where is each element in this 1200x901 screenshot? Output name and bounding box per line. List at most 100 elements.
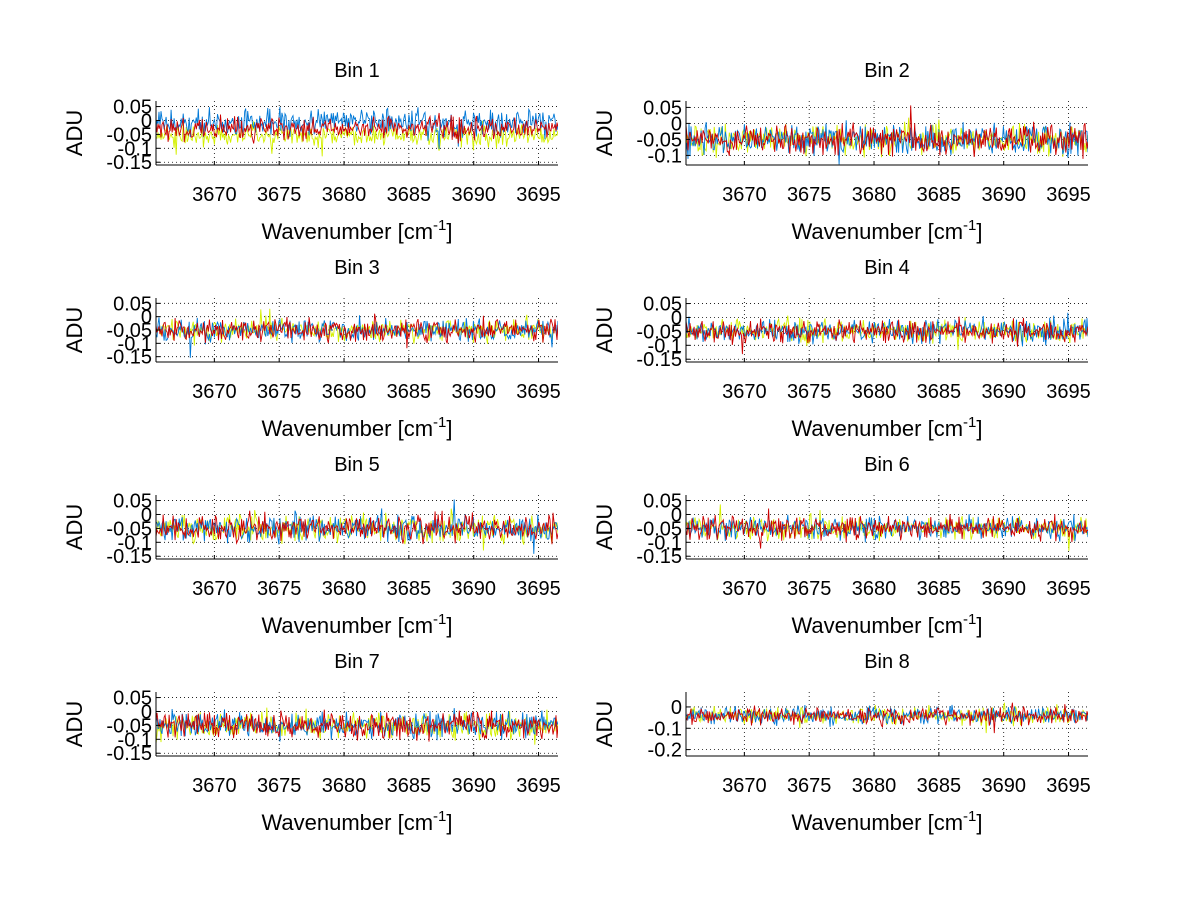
y-tick-label: 0.05 bbox=[113, 688, 152, 710]
y-tick-label: 0.05 bbox=[113, 293, 152, 315]
subplot-title: Bin 4 bbox=[864, 257, 910, 279]
x-tick-label: 3695 bbox=[516, 775, 561, 797]
x-tick-label: 3680 bbox=[322, 578, 367, 600]
y-tick-label: -0.05 bbox=[106, 124, 152, 146]
y-tick-label: -0.05 bbox=[636, 129, 682, 151]
y-axis-label: ADU bbox=[62, 504, 87, 550]
x-tick-label: 3690 bbox=[981, 578, 1026, 600]
y-axis-label: ADU bbox=[592, 307, 617, 353]
y-tick-label: 0.05 bbox=[113, 491, 152, 513]
subplot-3: 3670 3675 3680 3685 3690 3695 -0.15-0.1-0.0500… bbox=[62, 257, 561, 441]
x-tick-label: 3690 bbox=[451, 184, 496, 206]
x-tick-label: 3695 bbox=[1046, 775, 1091, 797]
y-tick-label: -0.2 bbox=[648, 740, 682, 762]
x-tick-label: 3675 bbox=[257, 578, 302, 600]
y-tick-label: -0.15 bbox=[106, 743, 152, 765]
y-tick-label: -0.1 bbox=[118, 532, 152, 554]
x-tick-label: 3670 bbox=[192, 381, 237, 403]
y-tick-label: -0.15 bbox=[636, 349, 682, 371]
x-tick-label: 3675 bbox=[787, 775, 832, 797]
x-axis-label: Wavenumber [cm-1] bbox=[791, 808, 982, 835]
x-tick-label: 3680 bbox=[852, 775, 897, 797]
x-tick-label: 3695 bbox=[1046, 381, 1091, 403]
x-tick-label: 3675 bbox=[257, 381, 302, 403]
y-tick-label: -0.15 bbox=[636, 546, 682, 568]
subplot-7: 3670 3675 3680 3685 3690 3695 -0.15-0.1-0.0500… bbox=[62, 651, 561, 835]
y-tick-label: -0.1 bbox=[648, 718, 682, 740]
x-tick-label: 3670 bbox=[192, 184, 237, 206]
x-tick-label: 3685 bbox=[387, 578, 432, 600]
x-tick-label: 3670 bbox=[722, 775, 767, 797]
y-tick-label: -0.05 bbox=[106, 320, 152, 342]
series-line-series-3 bbox=[156, 313, 558, 349]
x-tick-label: 3680 bbox=[852, 578, 897, 600]
y-tick-label: 0 bbox=[671, 504, 682, 526]
subplot-4: 3670 3675 3680 3685 3690 3695 -0.15-0.1-0.0500… bbox=[592, 257, 1091, 441]
y-axis-label: ADU bbox=[62, 307, 87, 353]
x-axis-label: Wavenumber [cm-1] bbox=[261, 414, 452, 441]
x-tick-label: 3685 bbox=[917, 775, 962, 797]
y-axis-label: ADU bbox=[62, 701, 87, 747]
series-line-series-3 bbox=[686, 316, 1088, 355]
x-tick-label: 3680 bbox=[852, 184, 897, 206]
y-tick-label: -0.05 bbox=[106, 715, 152, 737]
y-tick-label: 0 bbox=[141, 701, 152, 723]
y-tick-label: 0.05 bbox=[643, 294, 682, 316]
series-line-series-3 bbox=[156, 510, 558, 545]
x-tick-label: 3680 bbox=[322, 775, 367, 797]
subplot-8: 3670 3675 3680 3685 3690 3695 -0.2-0.10 Bin 8 Wa… bbox=[592, 651, 1091, 835]
y-tick-label: 0 bbox=[141, 504, 152, 526]
y-tick-label: 0.05 bbox=[643, 97, 682, 119]
x-axis-label: Wavenumber [cm-1] bbox=[791, 611, 982, 638]
y-axis-label: ADU bbox=[592, 701, 617, 747]
x-tick-label: 3680 bbox=[322, 381, 367, 403]
x-tick-label: 3695 bbox=[516, 184, 561, 206]
y-tick-label: -0.1 bbox=[118, 729, 152, 751]
x-tick-label: 3690 bbox=[451, 381, 496, 403]
y-tick-label: 0.05 bbox=[113, 97, 152, 119]
y-axis-label: ADU bbox=[592, 110, 617, 156]
y-tick-label: -0.15 bbox=[106, 347, 152, 369]
x-tick-label: 3670 bbox=[192, 578, 237, 600]
x-tick-label: 3685 bbox=[917, 184, 962, 206]
series-line-series-1 bbox=[156, 120, 558, 157]
subplot-5: 3670 3675 3680 3685 3690 3695 -0.15-0.1-0.0500… bbox=[62, 454, 561, 638]
x-tick-label: 3690 bbox=[451, 578, 496, 600]
series-line-series-3 bbox=[686, 508, 1088, 549]
x-axis-label: Wavenumber [cm-1] bbox=[261, 808, 452, 835]
x-axis-label: Wavenumber [cm-1] bbox=[791, 217, 982, 244]
x-tick-label: 3680 bbox=[322, 184, 367, 206]
series-line-series-1 bbox=[156, 707, 558, 745]
subplot-1: 3670 3675 3680 3685 3690 3695 -0.15-0.1-0.0500… bbox=[62, 60, 561, 244]
x-tick-label: 3680 bbox=[852, 381, 897, 403]
series-line-series-3 bbox=[686, 105, 1088, 159]
x-tick-label: 3685 bbox=[387, 184, 432, 206]
series-line-series-3 bbox=[686, 702, 1088, 734]
y-tick-label: -0.15 bbox=[106, 546, 152, 568]
series-line-series-3 bbox=[156, 112, 558, 144]
x-tick-label: 3685 bbox=[917, 578, 962, 600]
y-tick-label: 0.05 bbox=[643, 491, 682, 513]
x-tick-label: 3690 bbox=[981, 775, 1026, 797]
y-tick-label: 0 bbox=[671, 307, 682, 329]
subplot-title: Bin 3 bbox=[334, 257, 380, 279]
series-line-series-3 bbox=[156, 709, 558, 742]
y-tick-label: -0.1 bbox=[118, 138, 152, 160]
x-tick-label: 3685 bbox=[387, 381, 432, 403]
y-tick-label: -0.1 bbox=[118, 333, 152, 355]
x-tick-label: 3695 bbox=[1046, 578, 1091, 600]
x-axis-label: Wavenumber [cm-1] bbox=[261, 611, 452, 638]
y-axis-label: ADU bbox=[592, 504, 617, 550]
y-axis-label: ADU bbox=[62, 110, 87, 156]
x-tick-label: 3685 bbox=[917, 381, 962, 403]
x-tick-label: 3675 bbox=[787, 184, 832, 206]
x-tick-label: 3695 bbox=[516, 381, 561, 403]
y-tick-label: -0.1 bbox=[648, 335, 682, 357]
subplot-title: Bin 2 bbox=[864, 60, 910, 82]
x-tick-label: 3670 bbox=[722, 381, 767, 403]
x-tick-label: 3675 bbox=[787, 381, 832, 403]
x-tick-label: 3690 bbox=[451, 775, 496, 797]
x-tick-label: 3695 bbox=[516, 578, 561, 600]
